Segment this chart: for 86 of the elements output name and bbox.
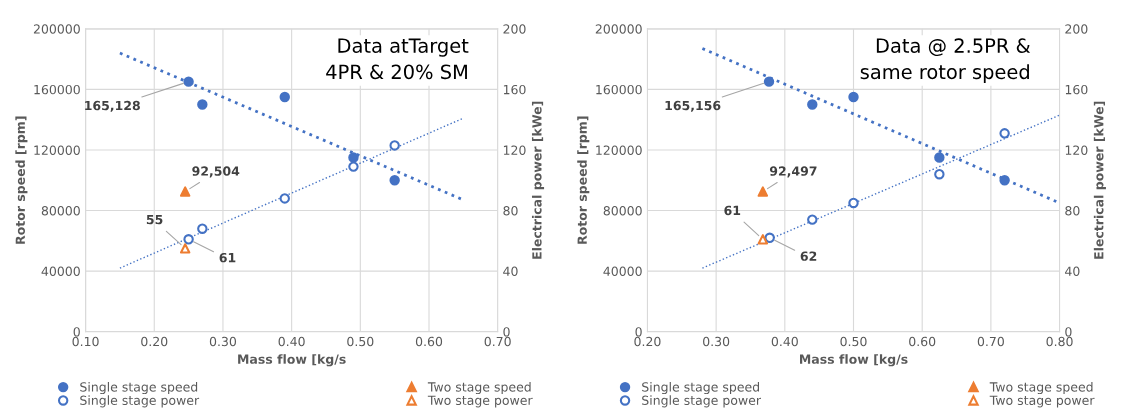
point bbox=[757, 186, 769, 197]
x-axis-title: Mass flow [kg/s bbox=[238, 354, 346, 367]
x-tick-label: 0.40 bbox=[771, 336, 798, 347]
y2-tick-label: 40 bbox=[503, 266, 518, 277]
point bbox=[389, 140, 400, 151]
data-label: 61 bbox=[724, 205, 741, 216]
x-tick-label: 0.70 bbox=[484, 336, 511, 347]
point bbox=[179, 243, 191, 254]
legend-label: Two stage speed bbox=[427, 381, 531, 395]
y-tick-label: 0 bbox=[635, 327, 642, 337]
y-tick-label: 160000 bbox=[34, 84, 80, 95]
y-tick-label: 0 bbox=[73, 327, 80, 337]
point bbox=[999, 175, 1010, 186]
point bbox=[179, 186, 191, 197]
point bbox=[183, 76, 194, 87]
y-tick-label: 160000 bbox=[596, 84, 642, 95]
point bbox=[197, 223, 208, 234]
legend-label: Single stage speed bbox=[80, 381, 198, 395]
point bbox=[279, 193, 290, 204]
legend-label: Single stage speed bbox=[642, 381, 759, 395]
y-tick-label: 80000 bbox=[41, 206, 80, 216]
y2-tick-label: 0 bbox=[1065, 327, 1072, 337]
x-tick-label: 0.20 bbox=[141, 336, 168, 347]
point bbox=[757, 234, 769, 245]
y-tick-label: 40000 bbox=[41, 266, 80, 277]
y-tick-label: 200000 bbox=[595, 24, 642, 34]
point bbox=[807, 214, 818, 225]
text: Data @ 2.5PR & same rotor speed bbox=[860, 38, 1031, 83]
data-label: 165,128 bbox=[85, 100, 140, 112]
point bbox=[183, 234, 194, 245]
y2-tick-label: 120 bbox=[1065, 145, 1088, 155]
legend-label: Two stage speed bbox=[989, 381, 1093, 395]
text: Data atTarget 4PR & 20% SM bbox=[326, 38, 469, 80]
y2-axis-title: Electrical power [kWe] bbox=[531, 101, 545, 259]
point bbox=[348, 161, 359, 172]
point bbox=[848, 91, 859, 103]
y-tick-label: 120000 bbox=[34, 145, 80, 155]
point bbox=[763, 76, 775, 87]
x-tick-label: 0.40 bbox=[278, 336, 305, 347]
y-tick-label: 200000 bbox=[33, 24, 80, 34]
y-tick-label: 120000 bbox=[596, 145, 642, 155]
data-label: 62 bbox=[800, 251, 817, 261]
x-tick-label: 0.10 bbox=[72, 336, 99, 347]
y2-tick-label: 200 bbox=[503, 24, 526, 34]
y2-tick-label: 160 bbox=[503, 84, 526, 95]
y2-tick-label: 0 bbox=[503, 327, 510, 337]
y-tick-label: 80000 bbox=[603, 206, 642, 216]
point bbox=[807, 99, 818, 110]
y2-tick-label: 40 bbox=[1065, 266, 1080, 277]
x-tick-label: 0.20 bbox=[634, 336, 661, 347]
y2-tick-label: 160 bbox=[1065, 84, 1088, 95]
y2-tick-label: 200 bbox=[1065, 24, 1088, 34]
data-label: 55 bbox=[146, 214, 163, 225]
x-tick-label: 0.60 bbox=[415, 336, 443, 347]
data-label: 92,504 bbox=[192, 166, 240, 178]
point bbox=[934, 168, 945, 180]
y-axis-title: Rotor speed [rpm] bbox=[15, 116, 28, 244]
legend-label: Two stage power bbox=[427, 395, 533, 408]
point bbox=[848, 197, 859, 209]
y2-tick-label: 80 bbox=[1065, 206, 1080, 216]
x-tick-label: 0.80 bbox=[1046, 336, 1073, 347]
point bbox=[764, 232, 775, 243]
x-tick-label: 0.50 bbox=[347, 336, 374, 347]
legend-label: Two stage power bbox=[989, 395, 1095, 408]
x-axis-title: Mass flow [kg/s bbox=[800, 354, 908, 367]
y2-tick-label: 120 bbox=[503, 145, 526, 155]
legend-label: Single stage power bbox=[642, 395, 761, 408]
x-tick-label: 0.30 bbox=[209, 336, 237, 347]
point bbox=[934, 152, 945, 163]
y-axis-title: Rotor speed [rpm] bbox=[577, 116, 590, 244]
point bbox=[348, 152, 359, 163]
x-tick-label: 0.50 bbox=[840, 336, 867, 347]
legend-label: Single stage power bbox=[80, 395, 200, 408]
x-tick-label: 0.60 bbox=[909, 336, 936, 347]
data-label: 92,497 bbox=[769, 166, 817, 178]
y2-axis-title: Electrical power [kWe] bbox=[1093, 101, 1106, 259]
y-tick-label: 40000 bbox=[603, 266, 642, 277]
point bbox=[279, 91, 290, 103]
point bbox=[999, 128, 1010, 139]
point bbox=[197, 99, 208, 110]
y2-tick-label: 80 bbox=[503, 206, 518, 216]
data-label: 165,156 bbox=[665, 100, 721, 112]
data-label: 61 bbox=[219, 252, 236, 263]
point bbox=[389, 175, 400, 186]
x-tick-label: 0.70 bbox=[977, 336, 1004, 347]
x-tick-label: 0.30 bbox=[703, 336, 730, 347]
